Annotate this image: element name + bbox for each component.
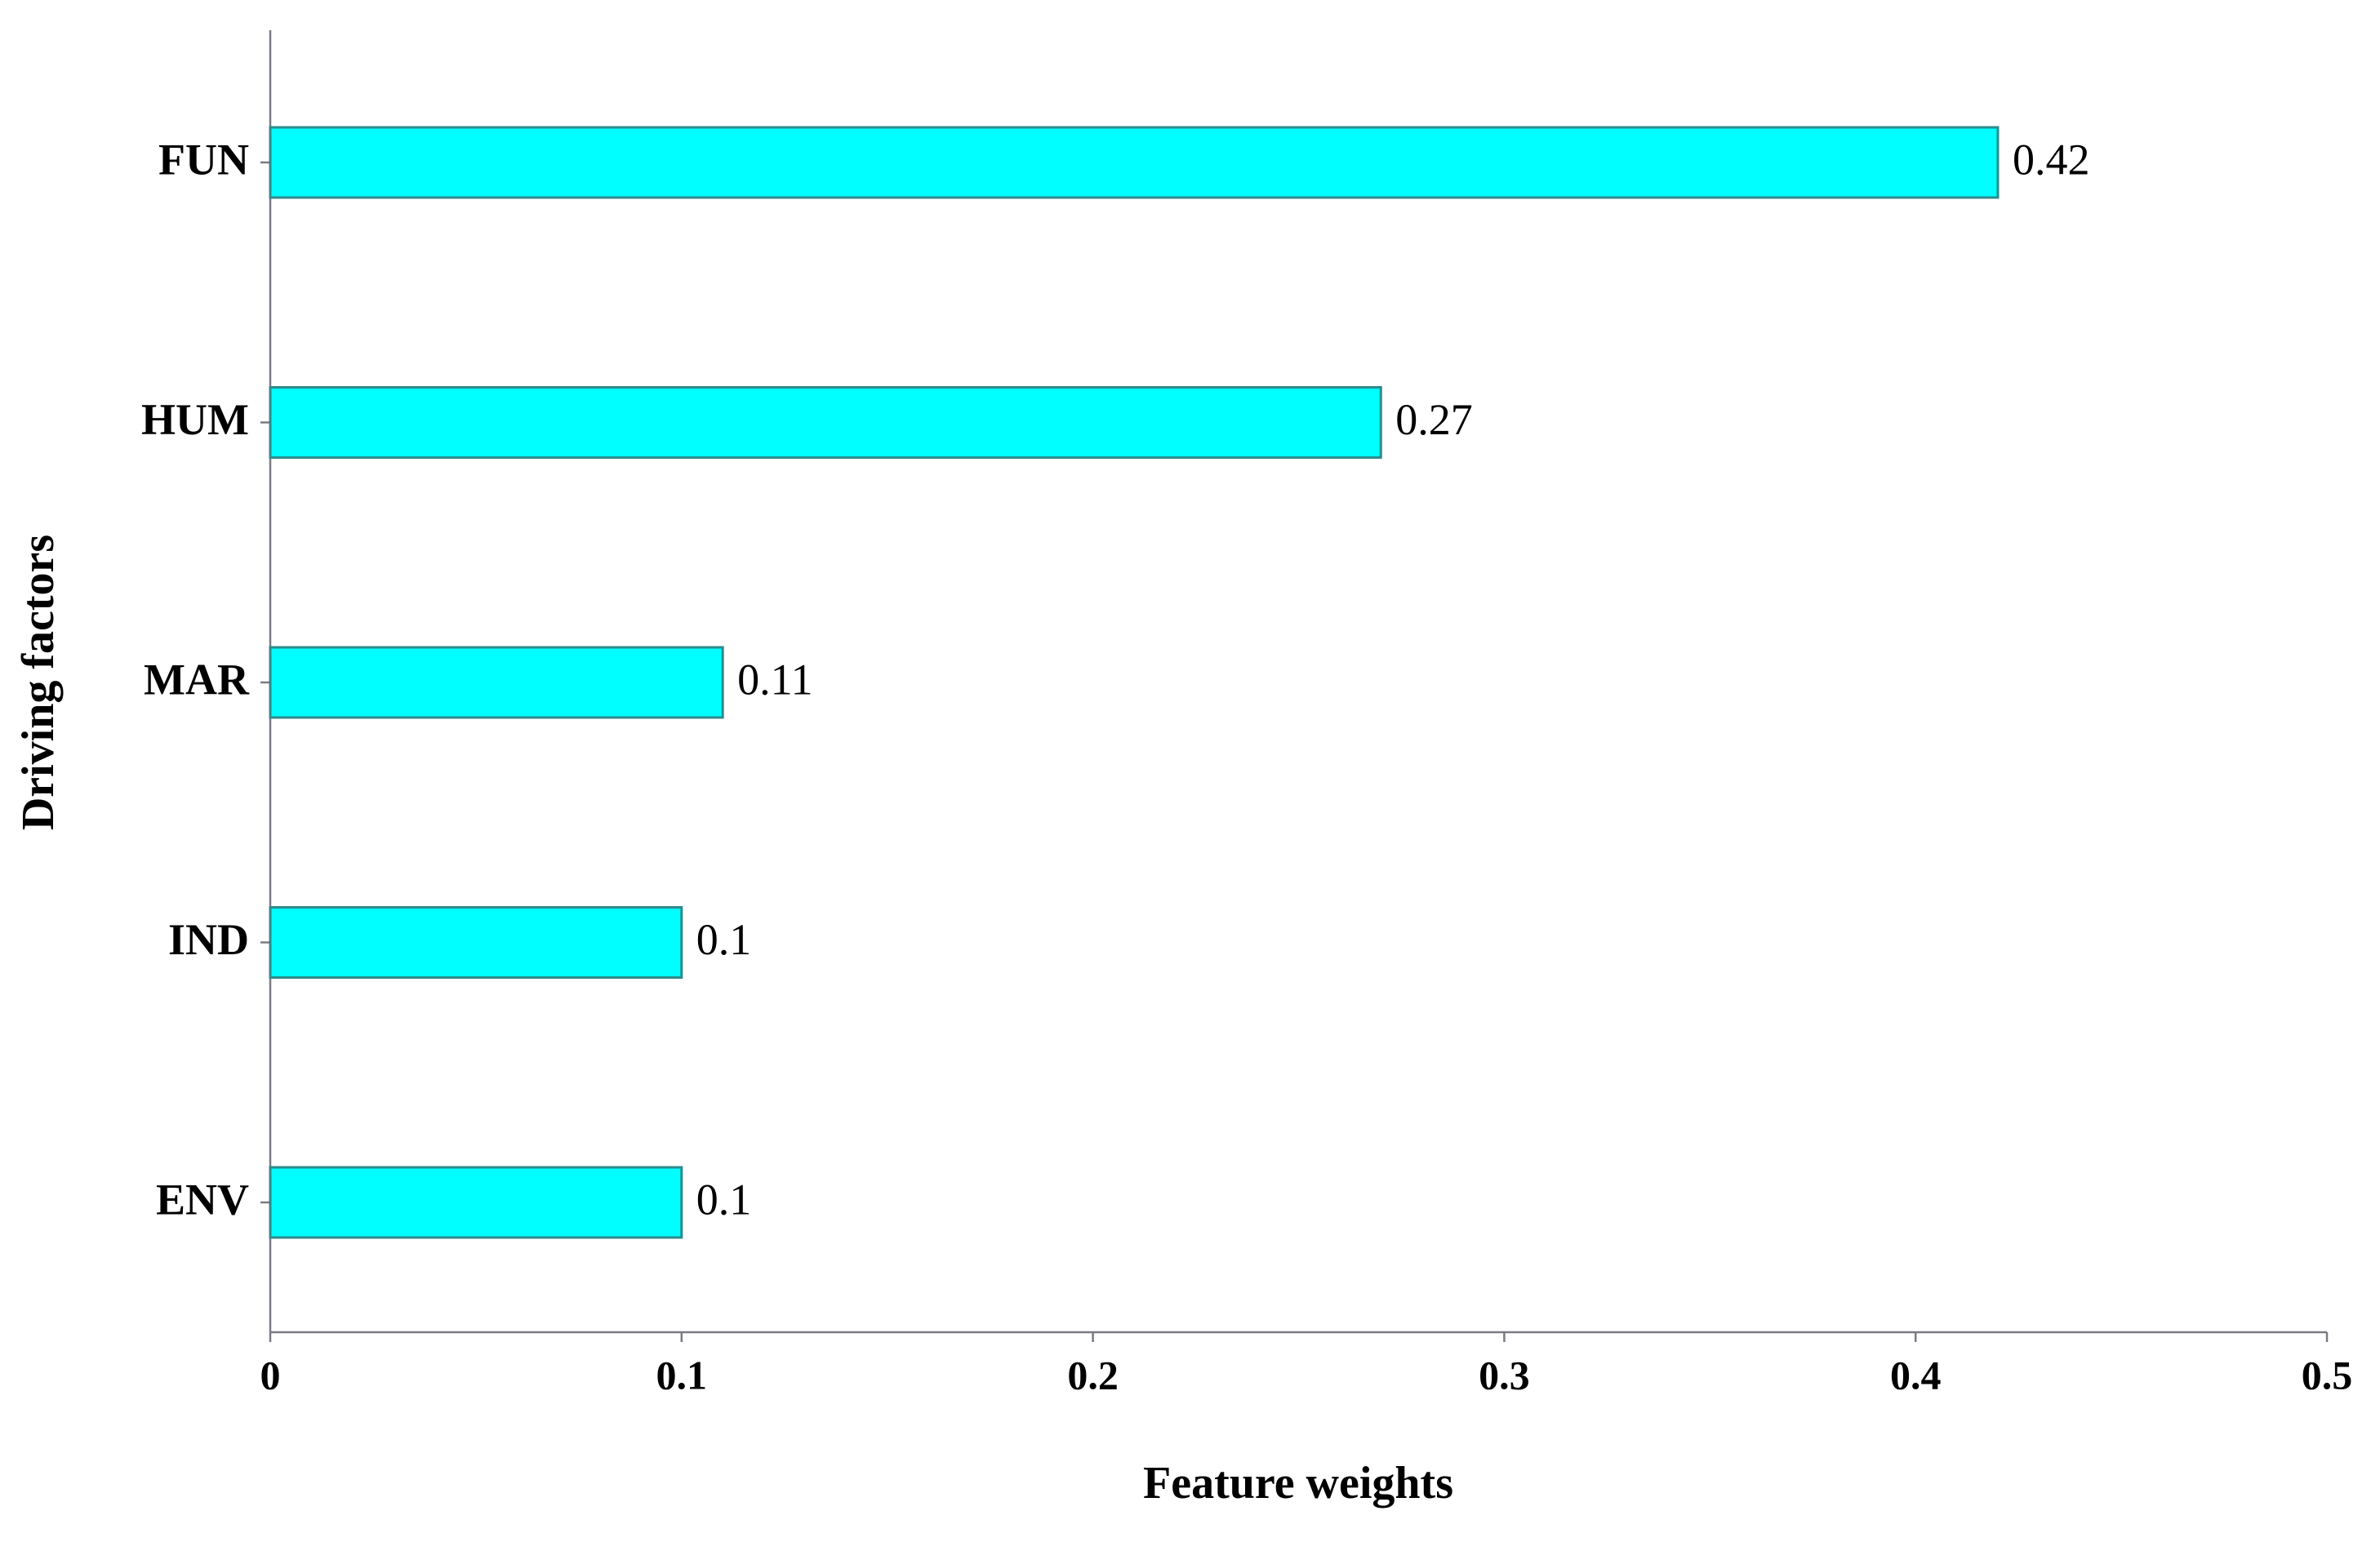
x-tick-label: 0 xyxy=(260,1352,281,1398)
bar xyxy=(269,906,683,979)
y-tick-label: ENV xyxy=(156,1175,249,1224)
value-label: 0.1 xyxy=(696,1175,752,1224)
y-tick-label: MAR xyxy=(144,655,250,704)
x-tick-label: 0.1 xyxy=(656,1352,708,1398)
bar xyxy=(269,126,2000,199)
y-axis-title: Driving factors xyxy=(13,535,64,830)
value-label: 0.27 xyxy=(1395,395,1473,444)
value-label: 0.11 xyxy=(737,655,813,704)
y-tick-label: IND xyxy=(168,915,249,964)
value-label: 0.42 xyxy=(2013,135,2090,184)
x-axis-title: Feature weights xyxy=(1143,1458,1453,1509)
y-tick-label: HUM xyxy=(141,395,249,444)
x-tick-label: 0.4 xyxy=(1890,1352,1942,1398)
x-tick-label: 0.2 xyxy=(1067,1352,1119,1398)
bar xyxy=(269,646,724,719)
value-label: 0.1 xyxy=(696,915,752,964)
bar xyxy=(269,1166,683,1239)
x-tick-label: 0.5 xyxy=(2302,1352,2353,1398)
bar xyxy=(269,386,1382,459)
y-tick-label: FUN xyxy=(158,135,249,184)
x-tick-label: 0.3 xyxy=(1479,1352,1530,1398)
